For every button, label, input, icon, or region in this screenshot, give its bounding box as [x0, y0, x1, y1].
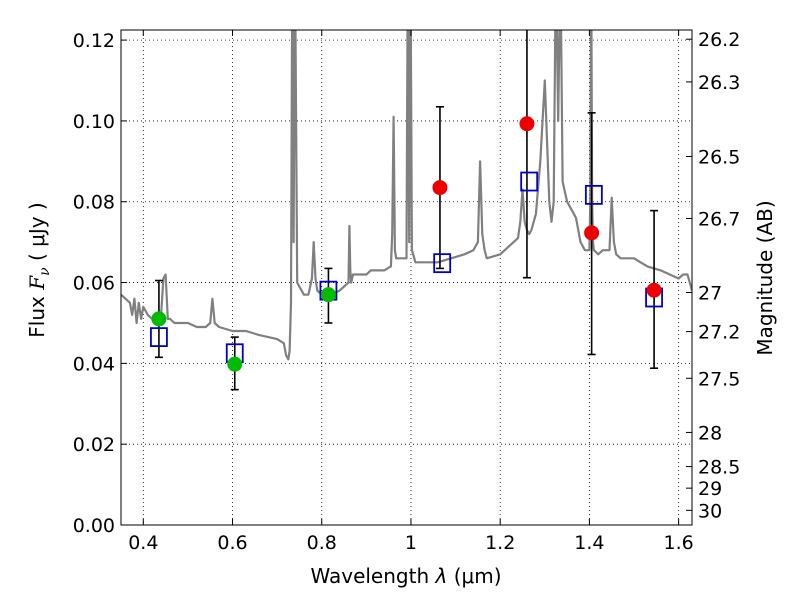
y-tick-label: 0.02	[73, 434, 115, 456]
axes: 0.4 0.6 0.8 1 1.2 1.4 1.6 0.00 0.02 0.04 0.06 0.08 0…	[73, 29, 741, 554]
x-axis-label: Wavelength λ (μm)	[310, 564, 501, 588]
magnitude-tick-label: 29	[698, 478, 722, 500]
magnitude-tick-label: 27.2	[698, 322, 740, 344]
observed-photometry-point	[227, 356, 243, 372]
magnitude-tick-label: 26.5	[698, 146, 740, 168]
observed-photometry-point	[584, 225, 600, 241]
y-tick-label: 0.10	[73, 111, 115, 133]
y-tick-label: 0.12	[73, 30, 115, 52]
observed-photometry-point	[646, 282, 662, 298]
model-photometry-square	[433, 253, 452, 274]
x-tick-label: 1	[405, 532, 417, 554]
x-tick-label: 1.2	[485, 532, 515, 554]
magnitude-tick-label: 26.3	[698, 72, 740, 94]
model-photometry-square	[150, 327, 168, 348]
observed-photometry-point	[432, 180, 448, 196]
x-tick-label: 0.4	[128, 532, 158, 554]
x-tick-label: 0.8	[307, 532, 337, 554]
spectrum-line	[121, 30, 692, 361]
observed-photometry-point	[519, 116, 535, 132]
y-tick-label: 0.00	[73, 515, 115, 537]
observed-photometry-point	[320, 287, 336, 303]
magnitude-tick-label: 26.2	[698, 29, 740, 51]
x-tick-label: 0.6	[217, 532, 247, 554]
model-photometry-square	[584, 184, 603, 205]
magnitude-tick-label: 28	[698, 422, 722, 444]
x-tick-label: 1.6	[664, 532, 694, 554]
grid	[121, 30, 692, 526]
magnitude-tick-label: 28.5	[698, 457, 740, 479]
observed-photometry-point	[151, 311, 167, 327]
y-tick-label: 0.06	[73, 273, 115, 295]
y-tick-label: 0.04	[73, 353, 115, 375]
x-tick-label: 1.4	[574, 532, 604, 554]
magnitude-tick-label: 27.5	[698, 368, 740, 390]
magnitude-axis-label: Magnitude (AB)	[753, 200, 777, 355]
magnitude-tick-label: 26.7	[698, 208, 740, 230]
magnitude-tick-label: 27	[698, 282, 722, 304]
magnitude-tick-label: 30	[698, 500, 722, 522]
model-photometry-square	[520, 171, 539, 192]
y-tick-label: 0.08	[73, 192, 115, 214]
plot-frame	[120, 29, 693, 526]
plot-area	[121, 30, 692, 391]
y-axis-label: Flux Fν ( μJy )	[25, 202, 53, 337]
